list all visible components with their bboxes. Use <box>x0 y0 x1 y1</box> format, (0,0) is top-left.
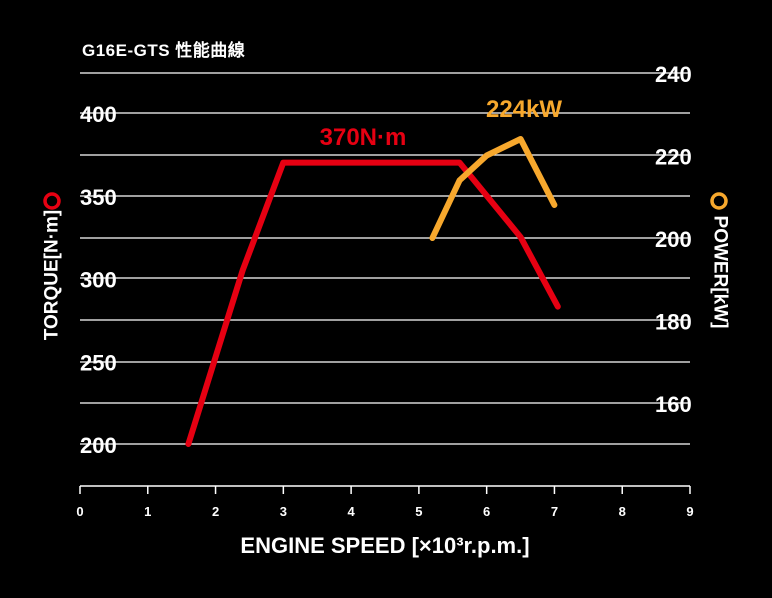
x-tick-label: 3 <box>280 504 287 519</box>
y-right-tick-label: 220 <box>655 145 692 170</box>
y-right-tick-label: 240 <box>655 62 692 87</box>
x-axis-label: ENGINE SPEED [×10³r.p.m.] <box>240 533 529 558</box>
torque-line <box>185 159 561 447</box>
x-tick-label: 0 <box>76 504 83 519</box>
peak-torque-label: 370N·m <box>320 124 407 151</box>
y-left-tick-label: 200 <box>80 433 117 458</box>
x-tick-label: 8 <box>619 504 626 519</box>
y-left-tick-label: 400 <box>80 102 117 127</box>
chart-title: G16E-GTS 性能曲線 <box>82 41 246 60</box>
x-tick-label: 9 <box>686 504 693 519</box>
x-tick-label: 7 <box>551 504 558 519</box>
x-tick-label: 6 <box>483 504 490 519</box>
y-right-tick-label: 160 <box>655 392 692 417</box>
y-left-tick-label: 350 <box>80 185 117 210</box>
y-axis-right-label: POWER[kW] <box>708 215 730 329</box>
y-left-tick-label: 250 <box>80 350 117 375</box>
x-tick-label: 5 <box>415 504 422 519</box>
y-right-tick-label: 180 <box>655 310 692 335</box>
peak-power-label: 224kW <box>486 96 562 123</box>
torque-legend-circle <box>43 192 61 210</box>
y-right-tick-label: 200 <box>655 227 692 252</box>
x-tick-label: 2 <box>212 504 219 519</box>
power-legend-circle <box>710 192 728 210</box>
y-left-tick-label: 300 <box>80 268 117 293</box>
power-line <box>429 136 558 241</box>
x-tick-label: 4 <box>347 504 355 519</box>
y-axis-left-label: TORQUE[N·m] <box>40 209 62 341</box>
x-tick-label: 1 <box>144 504 151 519</box>
